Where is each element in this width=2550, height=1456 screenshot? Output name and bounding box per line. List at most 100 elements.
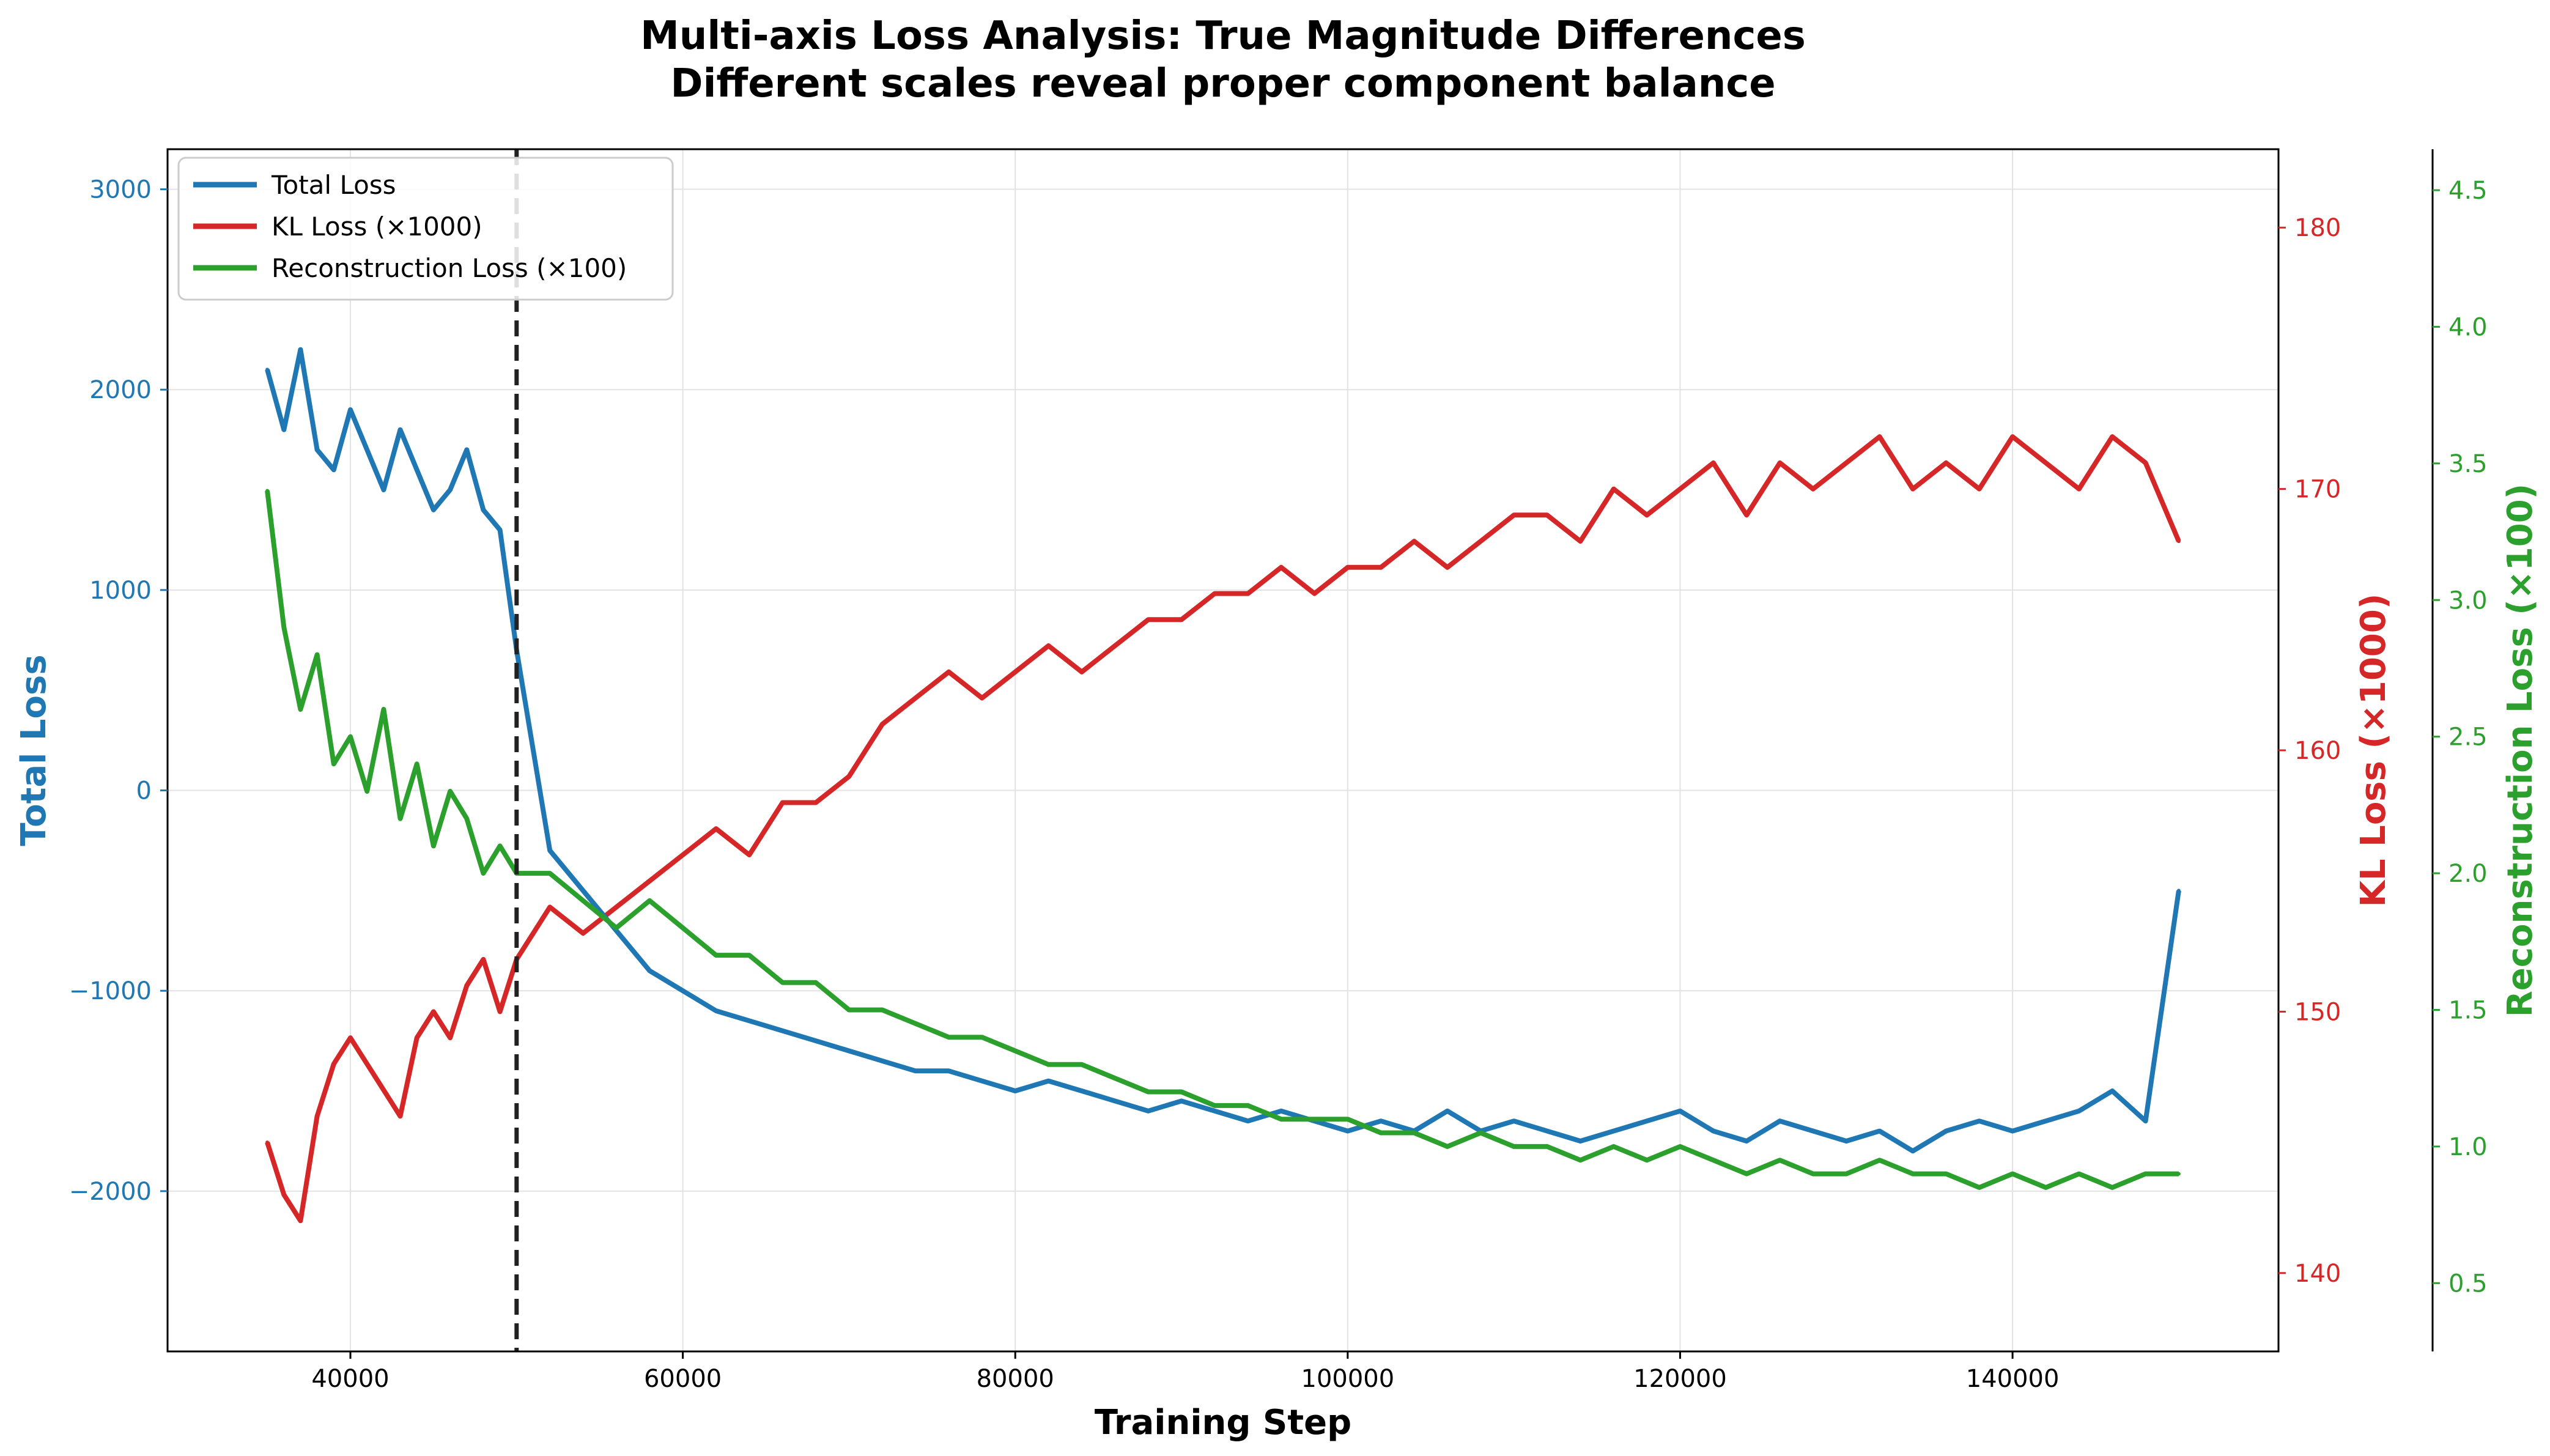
y-right-tick-label: 150: [2294, 998, 2341, 1026]
data-point-reconstruction-loss: [282, 625, 286, 629]
data-point-kl-loss: [1745, 513, 1749, 517]
data-point-reconstruction-loss: [880, 1008, 884, 1012]
series-line-kl-loss: [265, 434, 2181, 1224]
data-point-kl-loss: [1678, 487, 1682, 491]
data-point-reconstruction-loss: [1113, 1076, 1117, 1081]
data-point-kl-loss: [1512, 513, 1516, 517]
data-point-kl-loss: [282, 1192, 286, 1197]
data-point-kl-loss: [581, 931, 585, 936]
y-axis-right-outer: 4.5 4.0 3.5 3.0 2.5 2.0 1.5 1.0 0.5: [2431, 149, 2488, 1351]
data-point-total-loss: [1013, 1089, 1018, 1093]
x-tick-label: 120000: [1633, 1365, 1727, 1393]
x-tick-label: 140000: [1966, 1365, 2060, 1393]
y-left-tick-label: 1000: [89, 577, 152, 605]
data-point-reconstruction-loss: [1944, 1172, 1948, 1176]
data-point-reconstruction-loss: [1778, 1158, 1782, 1162]
data-point-reconstruction-loss: [548, 871, 552, 876]
data-point-kl-loss: [714, 827, 718, 831]
data-point-kl-loss: [365, 1062, 369, 1066]
x-axis: 40000 60000 80000 100000 120000 140000: [311, 1351, 2059, 1393]
x-tick-label: 40000: [311, 1365, 389, 1393]
data-point-total-loss: [2110, 1089, 2115, 1093]
data-point-kl-loss: [1877, 435, 1882, 439]
data-point-reconstruction-loss: [448, 789, 453, 793]
data-point-total-loss: [1113, 1099, 1117, 1103]
y-right-tick-label: 180: [2294, 214, 2341, 242]
data-point-kl-loss: [298, 1219, 303, 1223]
data-point-reconstruction-loss: [1512, 1144, 1516, 1148]
data-point-reconstruction-loss: [415, 762, 419, 766]
series-line-reconstruction-loss: [265, 490, 2179, 1190]
data-point-reconstruction-loss: [1180, 1090, 1183, 1094]
data-point-total-loss: [1345, 1129, 1350, 1133]
data-point-kl-loss: [1545, 513, 1549, 517]
data-point-total-loss: [2011, 1129, 2015, 1133]
data-point-reconstruction-loss: [298, 708, 303, 711]
data-point-total-loss: [1645, 1119, 1649, 1123]
data-point-kl-loss: [481, 957, 486, 961]
data-point-total-loss: [481, 508, 486, 512]
data-point-total-loss: [365, 448, 369, 452]
data-point-total-loss: [980, 1079, 984, 1083]
y-right-outer-tick-label: 3.5: [2448, 450, 2488, 478]
y-right-outer-tick-label: 4.0: [2448, 313, 2488, 341]
data-point-reconstruction-loss: [581, 898, 585, 903]
data-point-total-loss: [847, 1049, 851, 1053]
data-point-reconstruction-loss: [714, 953, 718, 958]
data-point-kl-loss: [1146, 618, 1150, 622]
data-point-reconstruction-loss: [747, 953, 752, 958]
data-point-reconstruction-loss: [2110, 1185, 2115, 1189]
data-point-reconstruction-loss: [1545, 1144, 1549, 1148]
data-point-reconstruction-loss: [847, 1008, 851, 1012]
data-point-kl-loss: [1944, 460, 1948, 465]
data-point-total-loss: [315, 448, 319, 452]
data-point-total-loss: [382, 488, 386, 492]
data-point-total-loss: [1977, 1119, 1981, 1123]
data-point-reconstruction-loss: [814, 980, 818, 985]
series-layer: [265, 347, 2181, 1224]
x-tick-label: 100000: [1301, 1365, 1395, 1393]
data-point-kl-loss: [1080, 670, 1084, 674]
data-point-total-loss: [1379, 1119, 1383, 1123]
data-point-reconstruction-loss: [1911, 1172, 1915, 1176]
chart-subtitle: Different scales reveal proper component…: [670, 61, 1775, 106]
data-point-kl-loss: [2143, 460, 2148, 465]
y-left-tick-label: −1000: [69, 977, 152, 1005]
data-point-kl-loss: [1213, 591, 1217, 596]
data-point-reconstruction-loss: [1080, 1062, 1084, 1066]
data-point-total-loss: [880, 1059, 884, 1063]
data-point-kl-loss: [1345, 565, 1350, 569]
y-right-outer-tick-label: 2.0: [2448, 860, 2488, 888]
data-point-kl-loss: [1445, 565, 1449, 569]
data-point-reconstruction-loss: [1213, 1103, 1217, 1107]
data-point-reconstruction-loss: [331, 762, 336, 766]
data-point-total-loss: [1246, 1119, 1250, 1123]
data-point-total-loss: [331, 468, 336, 472]
y-axis-right-label: KL Loss (×1000): [2354, 594, 2393, 907]
data-point-kl-loss: [1611, 487, 1616, 491]
data-point-total-loss: [1445, 1109, 1449, 1113]
data-point-kl-loss: [1246, 591, 1250, 596]
data-point-total-loss: [780, 1029, 785, 1033]
data-point-reconstruction-loss: [1844, 1172, 1849, 1176]
data-point-kl-loss: [880, 722, 884, 726]
data-point-total-loss: [1512, 1119, 1516, 1123]
data-point-total-loss: [648, 969, 652, 973]
data-point-kl-loss: [349, 1036, 352, 1040]
data-point-total-loss: [498, 528, 502, 532]
data-point-total-loss: [1180, 1099, 1183, 1103]
data-point-total-loss: [1080, 1089, 1084, 1093]
data-point-reconstruction-loss: [947, 1035, 951, 1040]
legend-label-reconstruction-loss: Reconstruction Loss (×100): [272, 253, 627, 283]
y-right-outer-tick-label: 2.5: [2448, 723, 2488, 752]
data-point-total-loss: [265, 368, 270, 372]
data-point-total-loss: [1578, 1139, 1583, 1143]
y-axis-right: 180 170 160 150 140: [2278, 214, 2341, 1288]
data-point-reconstruction-loss: [265, 489, 270, 493]
data-point-reconstruction-loss: [1279, 1117, 1284, 1122]
data-point-reconstruction-loss: [614, 926, 618, 930]
data-point-total-loss: [914, 1069, 918, 1073]
data-point-reconstruction-loss: [681, 926, 685, 930]
data-point-reconstruction-loss: [1678, 1144, 1682, 1148]
data-point-reconstruction-loss: [1611, 1144, 1616, 1148]
